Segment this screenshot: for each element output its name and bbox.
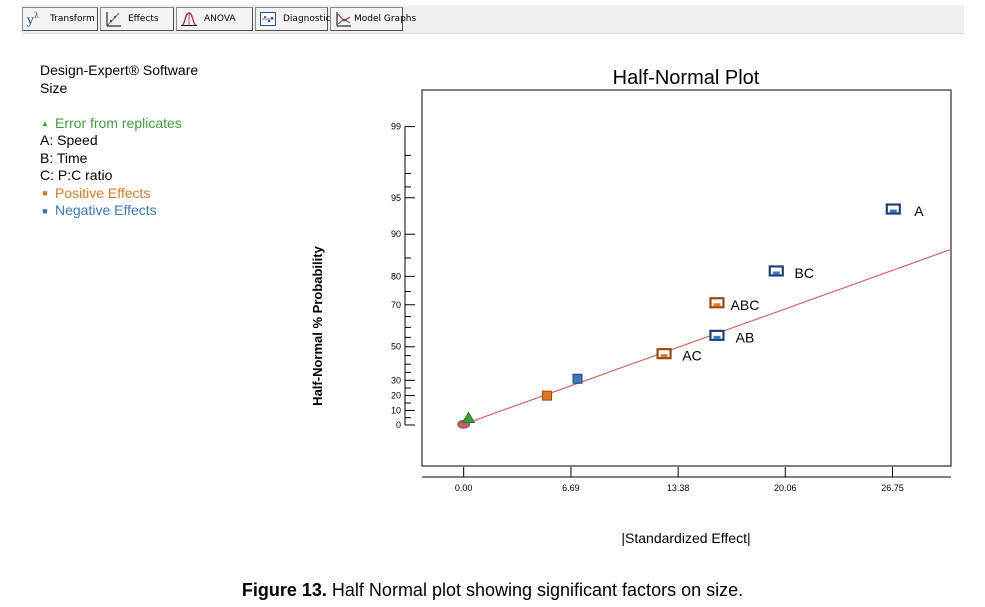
legend-factor-c: C: P:C ratio [40, 167, 113, 183]
y-axis: 0 10 20 30 50 70 80 90 95 99 [391, 122, 415, 430]
chart-title: Half-Normal Plot [613, 67, 760, 89]
y-tick-label: 20 [391, 391, 401, 401]
y-tick-label: 0 [396, 420, 401, 430]
y-tick-label: 80 [391, 271, 401, 281]
square-icon: ■ [42, 188, 48, 199]
transform-label: Transform [50, 14, 95, 24]
y-tick-label: 50 [391, 342, 401, 352]
model-graphs-button[interactable]: Model Graphs [330, 7, 416, 31]
toolbar: y λ Transform Effects ANOVA [22, 5, 964, 34]
y-tick-label: 30 [391, 375, 401, 385]
x-tick-label: 26.75 [881, 483, 904, 493]
effects-button[interactable]: Effects [100, 7, 174, 31]
effects-label: Effects [128, 14, 159, 24]
figure-caption: Figure 13. Half Normal plot showing sign… [0, 580, 985, 601]
x-tick-label: 13.38 [667, 483, 690, 493]
transform-button[interactable]: y λ Transform [22, 7, 98, 31]
legend-factor-a: A: Speed [40, 132, 98, 148]
diagnostics-button[interactable]: Diagnostics [255, 7, 335, 31]
point-negative [768, 265, 784, 277]
anova-icon [180, 10, 198, 28]
anova-button[interactable]: ANOVA [176, 7, 253, 31]
effects-icon [104, 10, 122, 28]
legend-factor-b: B: Time [40, 149, 88, 166]
legend-positive-effects: ■ Positive Effects [40, 185, 198, 203]
diagnostics-label: Diagnostics [283, 14, 336, 24]
points-layer: AC ABC AB BC A [457, 203, 924, 429]
legend-error-replicates: ▲ Error from replicates [40, 115, 198, 133]
plot-frame [421, 89, 952, 467]
model-graphs-icon [334, 10, 352, 28]
model-graphs-label: Model Graphs [354, 14, 417, 24]
legend-negative-effects: ■ Negative Effects [40, 202, 198, 220]
point-label: BC [795, 265, 814, 281]
svg-text:y: y [26, 13, 34, 27]
transform-icon: y λ [26, 10, 44, 28]
y-axis-label: Half-Normal % Probability [310, 245, 325, 405]
y-tick-label: 90 [391, 229, 401, 239]
point-inner [660, 354, 668, 358]
point-label: A [914, 203, 924, 219]
point-inner [772, 271, 780, 275]
point-negative [885, 203, 901, 215]
x-axis: 0.00 6.69 13.38 20.06 26.75 [422, 467, 951, 493]
anova-label: ANOVA [204, 14, 236, 24]
x-tick-label: 0.00 [455, 483, 473, 493]
x-axis-label: |Standardized Effect| [621, 530, 750, 546]
y-tick-label: 10 [391, 405, 401, 415]
point-inner [713, 303, 721, 307]
software-name: Design-Expert® Software [40, 62, 199, 78]
point-negative [709, 329, 725, 341]
y-tick-label: 70 [391, 300, 401, 310]
x-tick-label: 6.69 [562, 483, 580, 493]
response-name: Size [40, 79, 68, 96]
y-tick-label: 99 [391, 122, 401, 132]
point-label: ABC [731, 297, 760, 313]
square-icon: ■ [42, 205, 48, 216]
x-tick-label: 20.06 [774, 483, 797, 493]
legend-panel: Design-Expert® Software Size ▲ Error from… [40, 62, 198, 220]
point-inner [713, 335, 721, 339]
svg-text:λ: λ [34, 11, 39, 20]
caption-text: Half Normal plot showing significant fac… [326, 580, 744, 600]
point-inner [889, 209, 897, 213]
caption-label: Figure 13. [241, 580, 327, 600]
point-label: AB [736, 329, 755, 345]
diagnostics-icon [259, 10, 277, 28]
point-positive [656, 348, 672, 360]
point-label: AC [682, 348, 701, 364]
point-error [461, 411, 476, 423]
y-tick-label: 95 [391, 193, 401, 203]
point-positive [542, 390, 553, 401]
point-positive [709, 297, 725, 309]
point-negative [572, 373, 583, 384]
triangle-icon: ▲ [41, 119, 49, 129]
